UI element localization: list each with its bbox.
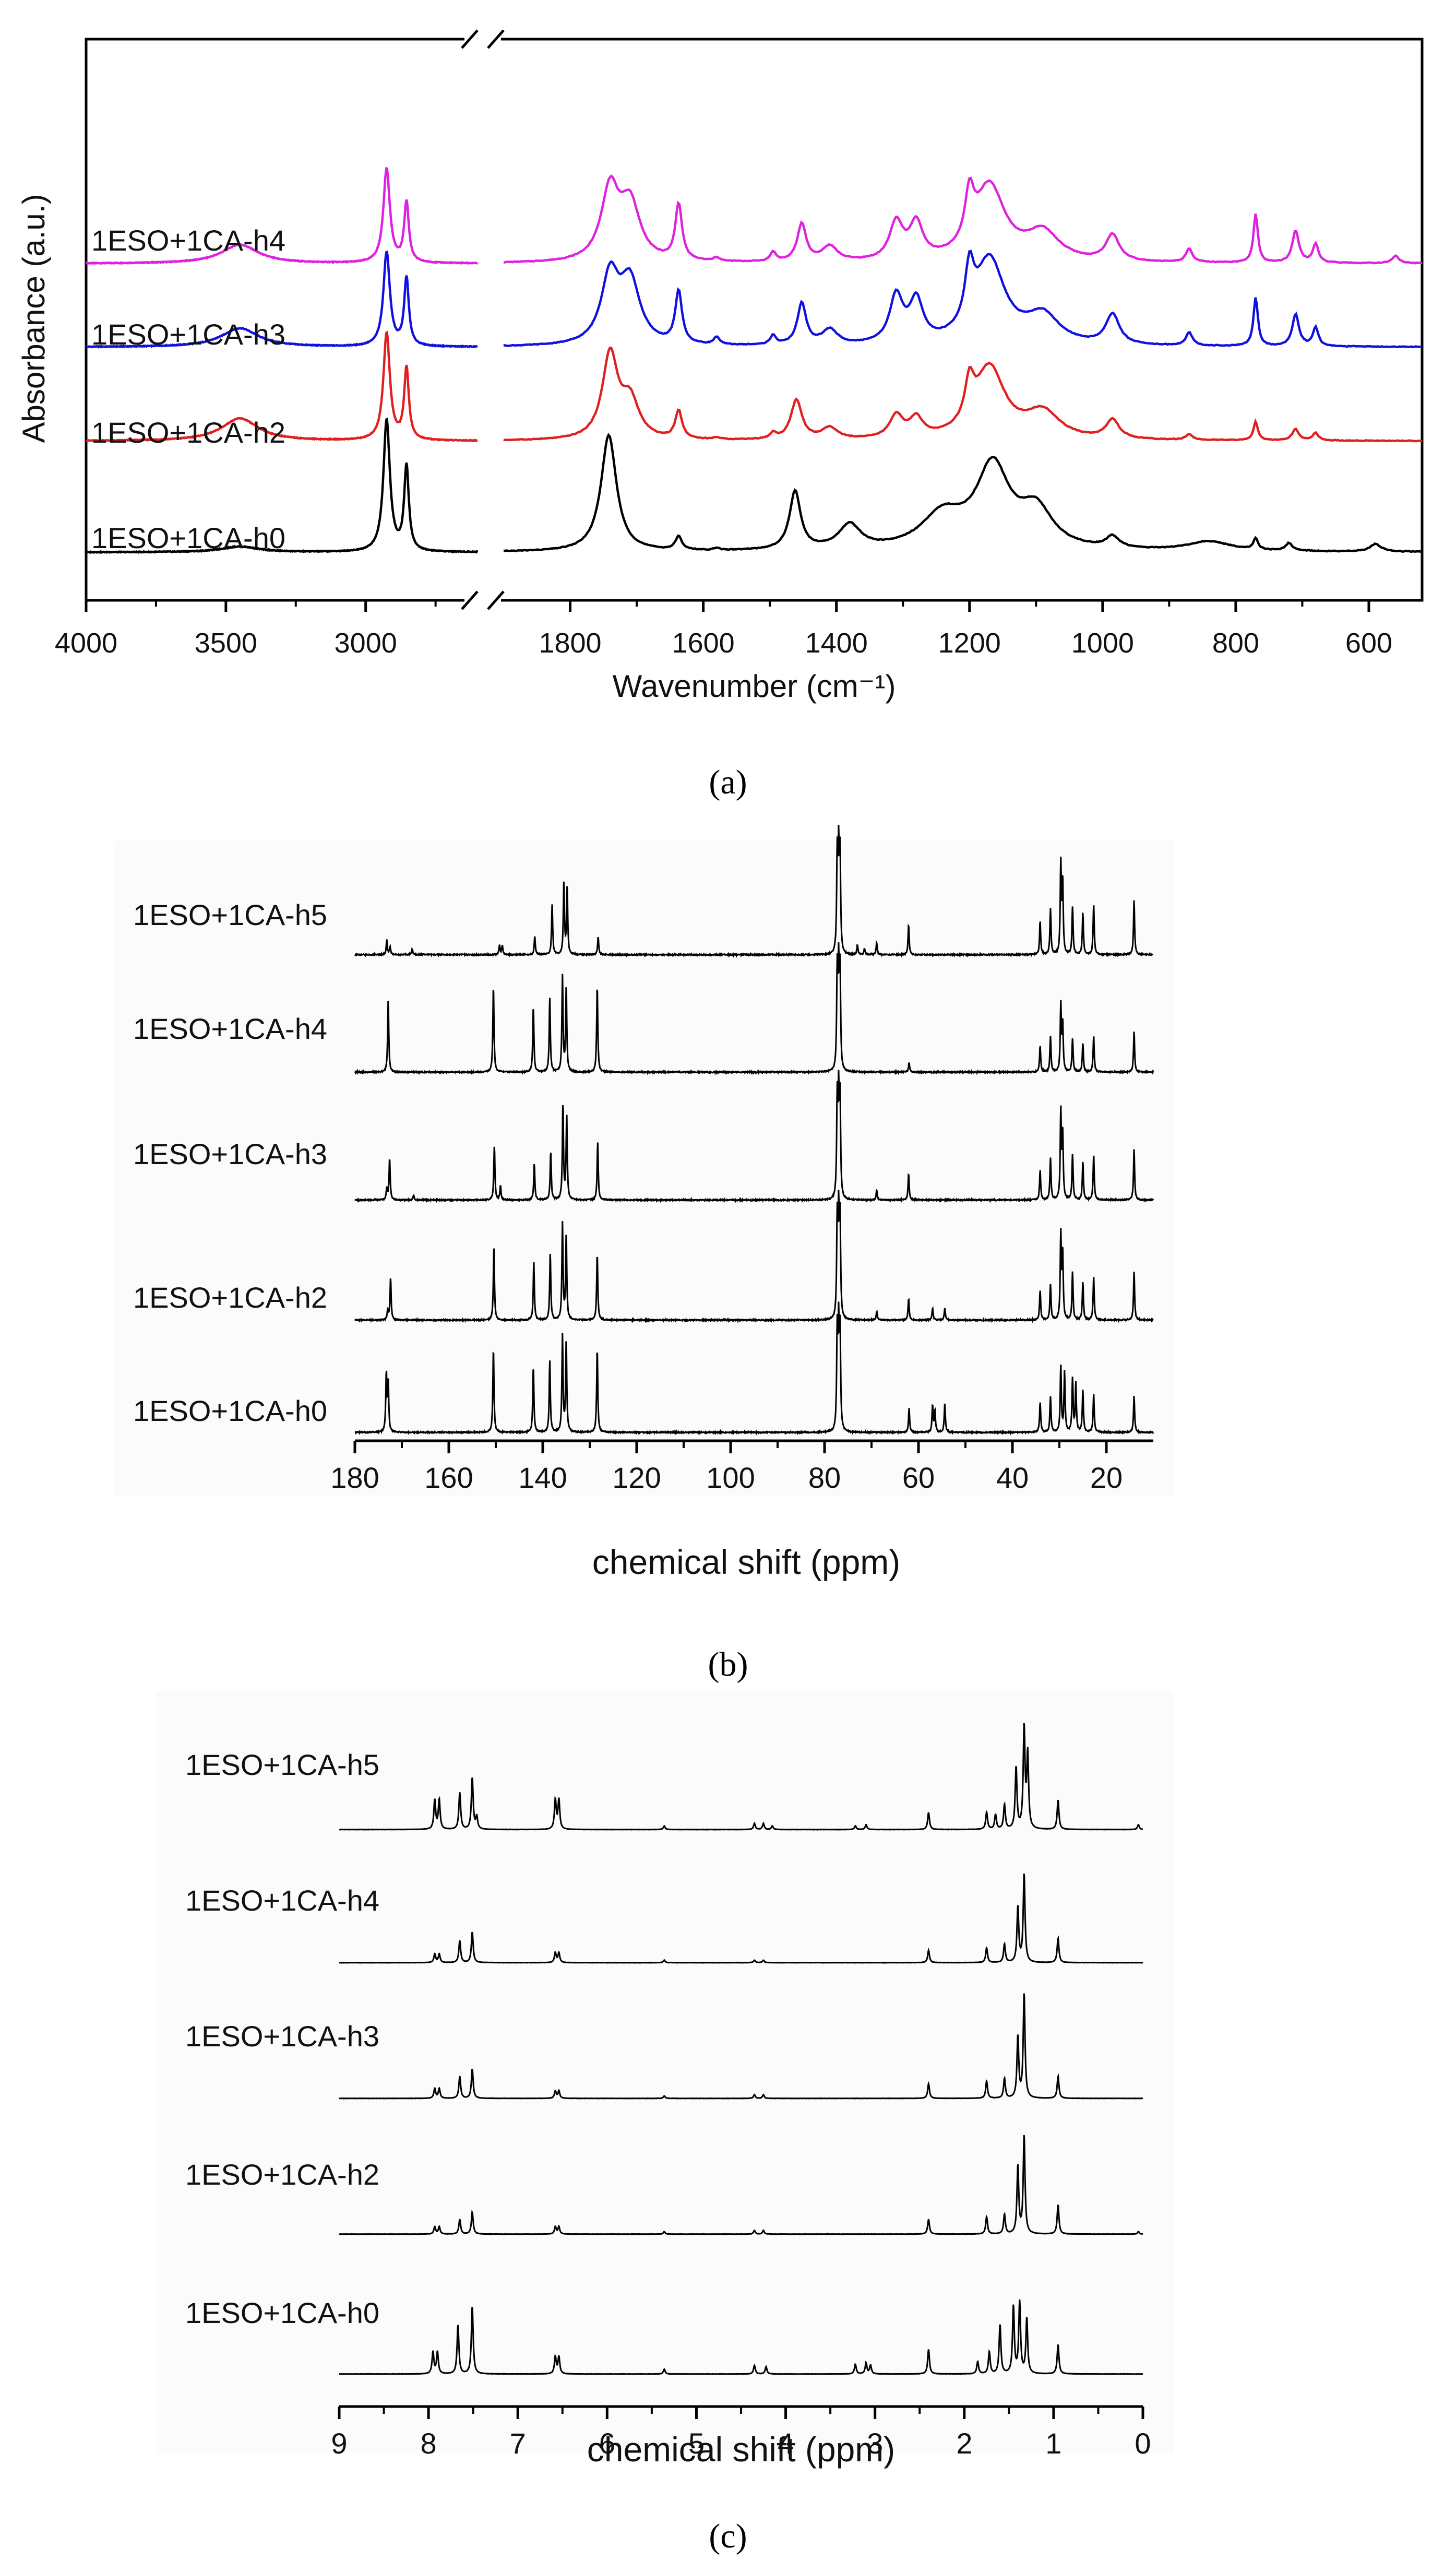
c13-x-tick-label: 120 — [612, 1461, 661, 1494]
panel-a-curves — [85, 167, 1423, 554]
c13-x-tick-label: 60 — [902, 1461, 935, 1494]
panel-a-frame — [85, 38, 1424, 602]
h1-x-tick-label: 4 — [778, 2427, 794, 2460]
h1-curve-1eso-1ca-h4 — [339, 1874, 1143, 1964]
panel-a-series-labels: 1ESO+1CA-h4 1ESO+1CA-h3 1ESO+1CA-h2 1ESO+1C… — [91, 224, 285, 554]
h1-series-label: 1ESO+1CA-h4 — [185, 1884, 379, 1917]
panel-a-y-axis-label: Absorbance (a.u.) — [16, 194, 51, 443]
c13-curve-1eso-1ca-h3 — [354, 1070, 1154, 1203]
panel-c-caption: (c) — [709, 2517, 747, 2555]
ftir-x-tick-label: 1800 — [539, 627, 601, 659]
ftir-curve-1eso-1ca-h4-seg2 — [504, 174, 1423, 265]
panel-b-caption: (b) — [708, 1645, 748, 1684]
panel-a-caption: (a) — [709, 763, 747, 801]
c13-x-tick-label: 20 — [1090, 1461, 1123, 1494]
h1-x-tick-label: 2 — [956, 2427, 972, 2460]
h1-series-label: 1ESO+1CA-h3 — [185, 2020, 379, 2053]
c13-series-label: 1ESO+1CA-h3 — [133, 1137, 327, 1170]
panel-b-series-labels: 1ESO+1CA-h5 1ESO+1CA-h4 1ESO+1CA-h3 1ESO+1C… — [133, 898, 327, 1427]
panel-b-x-ticks: 180 160 140 120 100 80 60 40 20 — [330, 1441, 1123, 1494]
c13-curve-1eso-1ca-h4 — [354, 942, 1154, 1075]
h1-x-tick-label: 9 — [331, 2427, 347, 2460]
c13-x-tick-label: 80 — [808, 1461, 841, 1494]
h1-curve-1eso-1ca-h0 — [339, 2300, 1143, 2375]
ftir-series-label: 1ESO+1CA-h3 — [91, 318, 285, 351]
panel-c-series-labels: 1ESO+1CA-h5 1ESO+1CA-h4 1ESO+1CA-h3 1ESO+1C… — [185, 1748, 379, 2329]
ftir-series-label: 1ESO+1CA-h4 — [91, 224, 285, 257]
ftir-curve-1eso-1ca-h2-seg1 — [86, 330, 478, 443]
h1-x-tick-label: 5 — [688, 2427, 705, 2460]
axis-break-mark-bottom — [461, 590, 505, 610]
ftir-x-tick-label: 1400 — [805, 627, 868, 659]
c13-curve-1eso-1ca-h2 — [354, 1190, 1154, 1324]
ftir-x-tick-label: 1200 — [938, 627, 1001, 659]
h1-x-tick-label: 0 — [1135, 2427, 1151, 2460]
panel-b-13c-nmr: 180 160 140 120 100 80 60 40 20 1ESO+1CA-h51ESO+… — [115, 824, 1174, 1684]
c13-x-tick-label: 100 — [706, 1461, 755, 1494]
panel-b-background — [115, 840, 1174, 1496]
h1-series-label: 1ESO+1CA-h5 — [185, 1748, 379, 1781]
c13-x-tick-label: 160 — [424, 1461, 473, 1494]
panel-c-x-ticks: 9 8 7 6 5 4 3 2 1 0 — [331, 2407, 1151, 2460]
ftir-curve-1eso-1ca-h0-seg1 — [86, 417, 479, 554]
c13-x-tick-label: 40 — [996, 1461, 1029, 1494]
panel-a-x-ticks: 4000 3500 3000 1800 1600 1400 1200 1000 800 600 — [55, 600, 1392, 659]
ftir-series-label: 1ESO+1CA-h0 — [91, 522, 285, 554]
c13-series-label: 1ESO+1CA-h0 — [133, 1394, 327, 1427]
h1-x-tick-label: 8 — [421, 2427, 437, 2460]
h1-series-label: 1ESO+1CA-h2 — [185, 2158, 379, 2191]
c13-curve-1eso-1ca-h5 — [354, 824, 1154, 958]
c13-series-label: 1ESO+1CA-h2 — [133, 1281, 327, 1314]
panel-b-curves — [354, 824, 1154, 1436]
ftir-curve-1eso-1ca-h3-seg1 — [85, 251, 478, 349]
c13-x-tick-label: 140 — [518, 1461, 567, 1494]
panel-c-x-axis-label: chemical shift (ppm) — [587, 2430, 896, 2469]
ftir-x-tick-label: 800 — [1212, 627, 1259, 659]
h1-x-tick-label: 3 — [867, 2427, 883, 2460]
ftir-series-label: 1ESO+1CA-h2 — [91, 416, 285, 449]
ftir-curve-1eso-1ca-h0-seg2 — [503, 433, 1423, 553]
h1-curve-1eso-1ca-h3 — [339, 1993, 1143, 2100]
c13-series-label: 1ESO+1CA-h5 — [133, 898, 327, 931]
h1-curve-1eso-1ca-h2 — [339, 2135, 1143, 2235]
h1-x-tick-label: 6 — [599, 2427, 615, 2460]
ftir-x-tick-label: 600 — [1345, 627, 1392, 659]
c13-curve-1eso-1ca-h0 — [354, 1301, 1154, 1436]
panel-b-x-axis-label: chemical shift (ppm) — [592, 1543, 901, 1581]
c13-x-tick-label: 180 — [330, 1461, 379, 1494]
h1-series-label: 1ESO+1CA-h0 — [185, 2296, 379, 2329]
panel-a-ftir: 4000 3500 3000 1800 1600 1400 1200 1000 800 600 1… — [16, 29, 1424, 801]
ftir-curve-1eso-1ca-h2-seg2 — [503, 346, 1423, 443]
axis-break-mark-top — [461, 29, 505, 49]
ftir-curve-1eso-1ca-h4-seg1 — [85, 167, 479, 265]
panel-c-curves — [339, 1723, 1143, 2375]
h1-x-tick-label: 1 — [1045, 2427, 1061, 2460]
ftir-x-tick-label: 1000 — [1071, 627, 1134, 659]
ftir-x-tick-label: 4000 — [55, 627, 117, 659]
panel-c-background — [157, 1691, 1174, 2454]
h1-x-tick-label: 7 — [510, 2427, 526, 2460]
panel-a-x-axis-label: Wavenumber (cm⁻¹) — [613, 669, 896, 704]
ftir-x-tick-label: 3000 — [335, 627, 397, 659]
h1-curve-1eso-1ca-h5 — [339, 1723, 1143, 1831]
ftir-curve-1eso-1ca-h3-seg2 — [503, 250, 1423, 349]
ftir-x-tick-label: 3500 — [195, 627, 257, 659]
ftir-x-tick-label: 1600 — [672, 627, 735, 659]
c13-series-label: 1ESO+1CA-h4 — [133, 1012, 327, 1045]
